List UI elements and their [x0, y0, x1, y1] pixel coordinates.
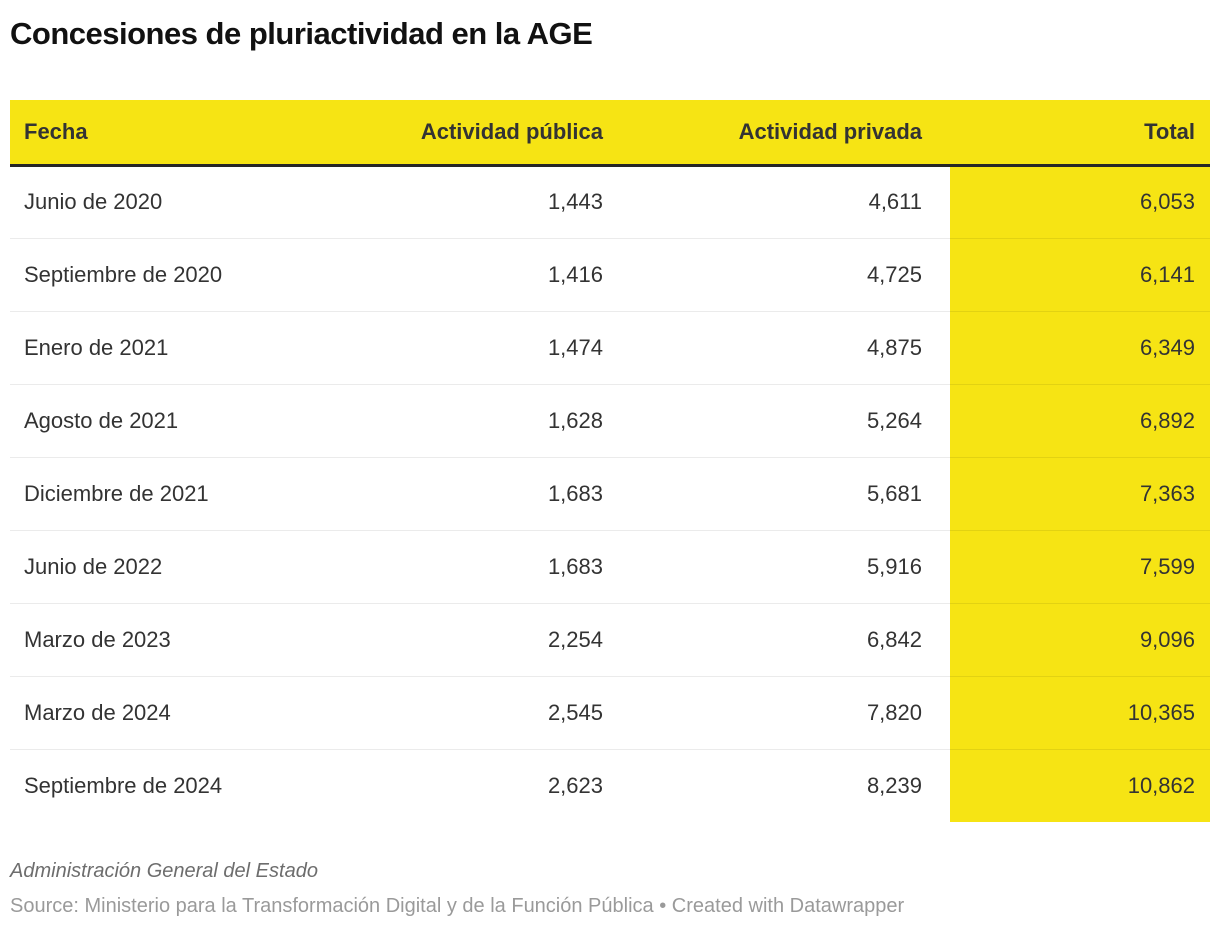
cell-fecha: Junio de 2022 [10, 530, 360, 604]
table-row: Septiembre de 2020 1,416 4,725 6,141 [10, 238, 1210, 312]
source-line: Source: Ministerio para la Transformació… [10, 895, 1210, 918]
cell-publica: 1,416 [360, 238, 617, 312]
byline: Administración General del Estado [10, 860, 318, 882]
cell-total: 6,892 [950, 384, 1210, 458]
cell-privada: 6,842 [617, 603, 950, 677]
source-prefix: Source: [10, 895, 79, 917]
cell-fecha: Marzo de 2023 [10, 603, 360, 677]
cell-total: 6,053 [950, 165, 1210, 239]
cell-total: 7,599 [950, 530, 1210, 604]
cell-total: 10,365 [950, 676, 1210, 750]
cell-total: 7,363 [950, 457, 1210, 531]
cell-total: 6,349 [950, 311, 1210, 385]
cell-total: 10,862 [950, 749, 1210, 822]
column-header-total: Total [950, 100, 1210, 167]
cell-publica: 2,254 [360, 603, 617, 677]
table-row: Marzo de 2024 2,545 7,820 10,365 [10, 676, 1210, 750]
table-row: Junio de 2020 1,443 4,611 6,053 [10, 165, 1210, 239]
cell-publica: 1,443 [360, 165, 617, 239]
column-header-fecha: Fecha [10, 100, 360, 167]
page: Concesiones de pluriactividad en la AGE … [10, 16, 1210, 918]
cell-privada: 8,239 [866, 772, 922, 798]
data-table: Fecha Actividad pública Actividad privad… [10, 100, 1210, 822]
table-header: Fecha Actividad pública Actividad privad… [10, 100, 1210, 167]
cell-publica: 1,628 [360, 384, 617, 458]
table-row: Diciembre de 2021 1,683 5,681 7,363 [10, 457, 1210, 531]
cell-publica: 1,683 [360, 530, 617, 604]
cell-fecha: Enero de 2021 [10, 311, 360, 385]
cell-publica: 1,683 [360, 457, 617, 531]
cell-publica: 2,623 [547, 772, 603, 798]
cell-privada: 7,820 [617, 676, 950, 750]
table-row: Junio de 2022 1,683 5,916 7,599 [10, 530, 1210, 604]
table-row: Agosto de 2021 1,628 5,264 6,892 [10, 384, 1210, 458]
cell-privada: 4,611 [617, 165, 950, 239]
cell-fecha: Junio de 2020 [10, 165, 360, 239]
cell-total: 6,141 [950, 238, 1210, 312]
table-body: Junio de 2020 1,443 4,611 6,053 Septiemb… [10, 165, 1210, 822]
source-separator: • [659, 895, 667, 917]
column-header-publica: Actividad pública [360, 100, 617, 167]
cell-fecha: Marzo de 2024 [10, 676, 360, 750]
cell-privada: 5,264 [617, 384, 950, 458]
cell-privada: 4,725 [617, 238, 950, 312]
cell-privada: 4,875 [617, 311, 950, 385]
header-row: Fecha Actividad pública Actividad privad… [10, 100, 1210, 167]
cell-fecha: Diciembre de 2021 [10, 457, 360, 531]
table-row: Marzo de 2023 2,254 6,842 9,096 [10, 603, 1210, 677]
page-title: Concesiones de pluriactividad en la AGE [10, 16, 593, 51]
cell-fecha: Septiembre de 2020 [10, 238, 360, 312]
cell-privada: 5,681 [617, 457, 950, 531]
table-row: Septiembre de 2024 2,623 8,239 10,862 [10, 749, 1210, 822]
table-row: Enero de 2021 1,474 4,875 6,349 [10, 311, 1210, 385]
cell-privada: 5,916 [617, 530, 950, 604]
datawrapper-credit-link[interactable]: Created with Datawrapper [671, 895, 905, 917]
cell-fecha: Septiembre de 2024 [24, 772, 223, 798]
source-text: Ministerio para la Transformación Digita… [84, 895, 654, 917]
column-header-privada: Actividad privada [617, 100, 950, 167]
cell-publica: 2,545 [360, 676, 617, 750]
cell-fecha: Agosto de 2021 [10, 384, 360, 458]
cell-publica: 1,474 [360, 311, 617, 385]
cell-total: 9,096 [950, 603, 1210, 677]
